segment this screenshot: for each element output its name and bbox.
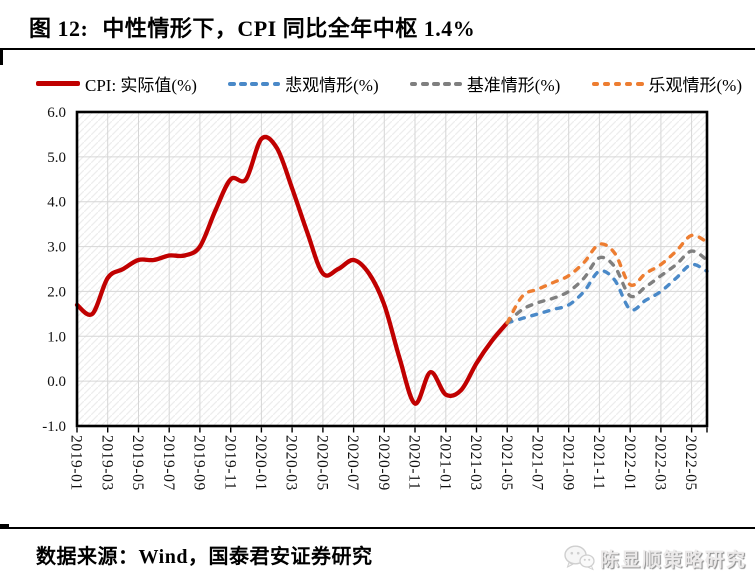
legend-dashed-line-swatch [591, 81, 644, 86]
legend-item-2: 基准情形(%) [409, 71, 561, 96]
figure-title: 中性情形下，CPI 同比全年中枢 1.4% [102, 16, 476, 41]
svg-text:2021-01: 2021-01 [436, 435, 453, 491]
svg-text:2019-03: 2019-03 [98, 435, 115, 491]
data-source: 数据来源：Wind，国泰君安证券研究 [36, 546, 373, 568]
svg-text:2021-09: 2021-09 [559, 435, 576, 491]
plot-border [75, 110, 709, 428]
figure-number: 图 12: [29, 16, 89, 41]
svg-text:2019-11: 2019-11 [221, 435, 238, 490]
svg-text:2022-01: 2022-01 [621, 435, 638, 491]
svg-text:6.0: 6.0 [47, 105, 66, 121]
legend-item-1: 悲观情形(%) [228, 71, 379, 96]
svg-text:2019-01: 2019-01 [68, 435, 85, 491]
svg-text:2020-03: 2020-03 [283, 435, 300, 491]
svg-text:2020-11: 2020-11 [406, 435, 423, 490]
x-axis-labels: 2019-01 2019-03 2019-05 2019-07 2019-09 2019-… [68, 435, 700, 491]
title-divider-stub [0, 48, 3, 65]
legend-item-0: CPI: 实际值(%) [36, 71, 197, 96]
legend-dashed-line-swatch [228, 81, 281, 86]
legend-label-2: 基准情形(%) [466, 76, 561, 95]
svg-text:5.0: 5.0 [47, 150, 66, 166]
series-line-1 [505, 262, 709, 325]
svg-text:2.0: 2.0 [47, 284, 66, 300]
figure-title-row: 图 12: 中性情形下，CPI 同比全年中枢 1.4% [29, 11, 475, 43]
legend-label-0: CPI: 实际值(%) [85, 76, 197, 95]
legend-dashed-line-swatch [409, 81, 462, 86]
svg-text:2020-05: 2020-05 [313, 435, 330, 491]
svg-text:2020-07: 2020-07 [344, 435, 361, 491]
brand-name: 陈显顺策略研究 [599, 549, 747, 571]
svg-text:2019-07: 2019-07 [160, 435, 177, 491]
svg-text:2021-03: 2021-03 [467, 435, 484, 491]
title-divider [0, 48, 755, 51]
chart-legend: CPI: 实际值(%) 悲观情形(%) 基准情形(%) 乐观情形(%) [36, 71, 742, 96]
legend-item-3: 乐观情形(%) [591, 71, 742, 96]
svg-text:2020-09: 2020-09 [375, 435, 392, 491]
svg-text:-1.0: -1.0 [42, 419, 66, 435]
svg-text:1.0: 1.0 [47, 329, 66, 345]
svg-text:2021-11: 2021-11 [590, 435, 607, 490]
svg-text:2022-05: 2022-05 [682, 435, 699, 491]
y-axis-labels: 6.0 5.0 4.0 3.0 2.0 1.0 0.0 -1.0 [42, 105, 66, 435]
svg-text:2022-03: 2022-03 [651, 435, 668, 491]
brand-block: 陈显顺策略研究 [563, 544, 747, 572]
footer-divider [0, 527, 755, 529]
svg-text:2019-05: 2019-05 [129, 435, 146, 491]
svg-text:2021-05: 2021-05 [498, 435, 515, 491]
series-line-2 [505, 249, 709, 325]
svg-text:2019-09: 2019-09 [190, 435, 207, 491]
svg-text:2021-07: 2021-07 [529, 435, 546, 491]
series-line-0 [74, 134, 510, 406]
legend-solid-line-swatch [36, 81, 80, 86]
x-axis-ticks [76, 427, 708, 433]
svg-text:2020-01: 2020-01 [252, 435, 269, 491]
svg-text:4.0: 4.0 [47, 195, 66, 211]
svg-text:0.0: 0.0 [47, 374, 66, 390]
legend-label-3: 乐观情形(%) [648, 76, 742, 95]
wechat-logo-icon [563, 544, 595, 572]
svg-text:3.0: 3.0 [47, 240, 66, 256]
plot-area [77, 112, 707, 426]
legend-label-1: 悲观情形(%) [285, 76, 379, 95]
gridlines [77, 112, 707, 426]
footer-divider-stub [0, 524, 9, 528]
series-line-3 [505, 233, 709, 325]
